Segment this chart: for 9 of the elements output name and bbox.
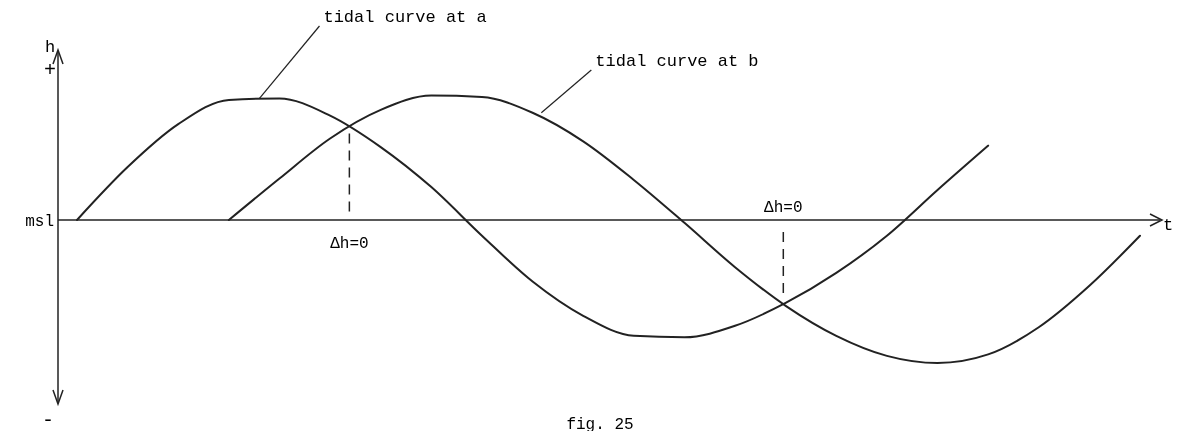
text: msl [25,213,54,231]
text: - [41,409,55,431]
y-axis-title: h [44,38,56,57]
text: tidal curve at b [595,52,759,71]
x-axis-title: t [1162,216,1174,235]
text: tidal curve at a [323,8,487,27]
annotation: Δh=0 [330,235,369,253]
annotation: Δh=0 [764,199,803,217]
text: + [43,59,57,82]
